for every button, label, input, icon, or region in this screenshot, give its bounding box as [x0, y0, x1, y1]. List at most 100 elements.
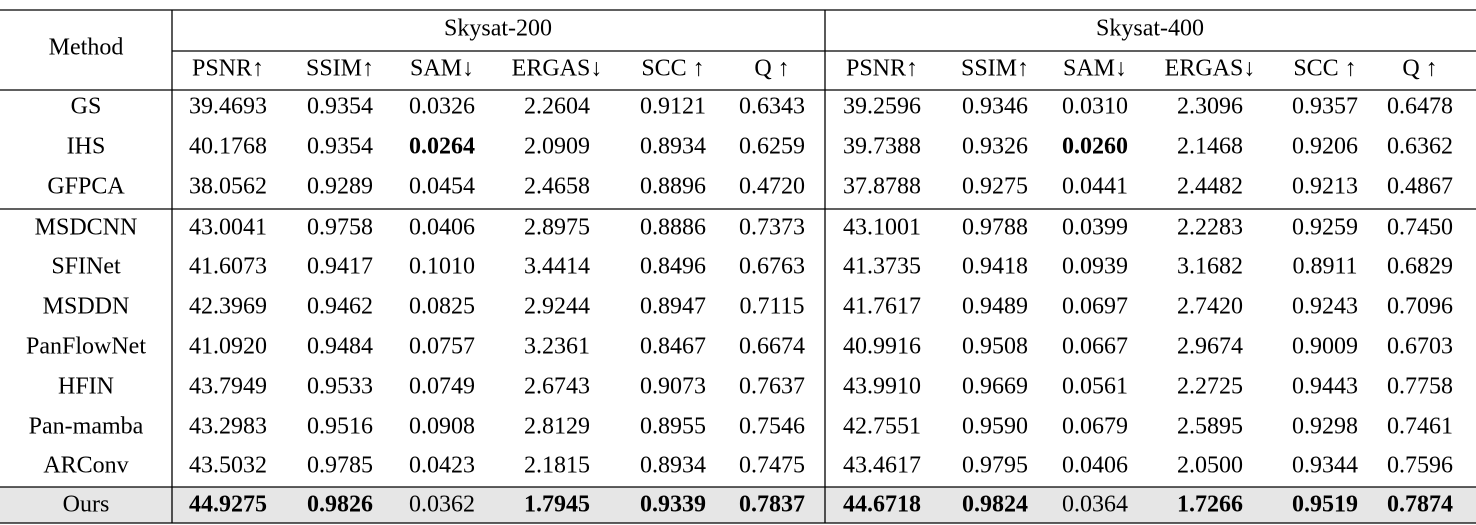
cell-value: 41.6073 — [189, 254, 267, 280]
cell-value: 2.2283 — [1177, 215, 1243, 241]
cell-value: 0.6674 — [739, 334, 805, 360]
cell-value: 0.7837 — [739, 492, 805, 518]
cell-value: 39.7388 — [843, 134, 921, 160]
cell-value: 0.0679 — [1062, 414, 1128, 440]
cell-value: 2.5895 — [1177, 414, 1243, 440]
cell-value: 0.0757 — [409, 334, 475, 360]
cell-value: 3.1682 — [1177, 254, 1243, 280]
cell-value: 0.8496 — [640, 254, 706, 280]
cell-value: 0.9298 — [1292, 414, 1358, 440]
cell-value: 0.9289 — [307, 174, 373, 200]
cell-value: 0.8947 — [640, 294, 706, 320]
cell-value: 0.0362 — [409, 492, 475, 518]
cell-value: 0.8934 — [640, 453, 706, 479]
cell-value: 38.0562 — [189, 174, 267, 200]
cell-value: 0.7596 — [1387, 453, 1453, 479]
cell-value: 0.0697 — [1062, 294, 1128, 320]
cell-value: 0.7546 — [739, 414, 805, 440]
cell-value: 43.9910 — [843, 374, 921, 400]
cell-value: 0.7874 — [1387, 492, 1453, 518]
cell-value: 0.9758 — [307, 215, 373, 241]
method-name: GS — [71, 94, 102, 120]
cell-value: 2.9674 — [1177, 334, 1243, 360]
cell-value: 0.8467 — [640, 334, 706, 360]
cell-value: 0.9826 — [307, 492, 373, 518]
metric-header: Q ↑ — [1402, 56, 1437, 82]
cell-value: 0.8886 — [640, 215, 706, 241]
group-header: Skysat-200 — [444, 16, 552, 42]
cell-value: 0.0264 — [409, 134, 475, 160]
cell-value: 0.7461 — [1387, 414, 1453, 440]
cell-value: 0.4867 — [1387, 174, 1453, 200]
cell-value: 0.9462 — [307, 294, 373, 320]
metric-header: SAM↓ — [1063, 56, 1127, 82]
cell-value: 44.9275 — [189, 492, 267, 518]
cell-value: 2.4658 — [524, 174, 590, 200]
cell-value: 0.7450 — [1387, 215, 1453, 241]
cell-value: 3.2361 — [524, 334, 590, 360]
cell-value: 0.9417 — [307, 254, 373, 280]
cell-value: 2.6743 — [524, 374, 590, 400]
method-name: Pan-mamba — [29, 414, 144, 440]
metric-header: SSIM↑ — [961, 56, 1029, 82]
cell-value: 37.8788 — [843, 174, 921, 200]
cell-value: 0.0423 — [409, 453, 475, 479]
cell-value: 0.9669 — [962, 374, 1028, 400]
cell-value: 2.8975 — [524, 215, 590, 241]
cell-value: 0.9785 — [307, 453, 373, 479]
cell-value: 0.6703 — [1387, 334, 1453, 360]
cell-value: 2.3096 — [1177, 94, 1243, 120]
metric-header: ERGAS↓ — [512, 56, 603, 82]
cell-value: 0.9533 — [307, 374, 373, 400]
cell-value: 2.0500 — [1177, 453, 1243, 479]
cell-value: 2.8129 — [524, 414, 590, 440]
cell-value: 3.4414 — [524, 254, 590, 280]
metric-header: PSNR↑ — [846, 56, 918, 82]
cell-value: 0.8911 — [1292, 254, 1357, 280]
cell-value: 0.6343 — [739, 94, 805, 120]
cell-value: 0.9243 — [1292, 294, 1358, 320]
cell-value: 0.9590 — [962, 414, 1028, 440]
cell-value: 0.7758 — [1387, 374, 1453, 400]
cell-value: 41.7617 — [843, 294, 921, 320]
method-name: PanFlowNet — [26, 334, 146, 360]
cell-value: 43.7949 — [189, 374, 267, 400]
cell-value: 0.7096 — [1387, 294, 1453, 320]
metric-header: Q ↑ — [754, 56, 789, 82]
cell-value: 43.0041 — [189, 215, 267, 241]
metric-header: SCC ↑ — [641, 56, 704, 82]
cell-value: 0.9788 — [962, 215, 1028, 241]
cell-value: 2.1468 — [1177, 134, 1243, 160]
cell-value: 1.7266 — [1177, 492, 1243, 518]
cell-value: 43.5032 — [189, 453, 267, 479]
cell-value: 0.0260 — [1062, 134, 1128, 160]
method-name: Ours — [63, 492, 110, 518]
cell-value: 39.4693 — [189, 94, 267, 120]
cell-value: 0.8934 — [640, 134, 706, 160]
cell-value: 0.9121 — [640, 94, 706, 120]
cell-value: 42.3969 — [189, 294, 267, 320]
metric-header: PSNR↑ — [192, 56, 264, 82]
cell-value: 0.8955 — [640, 414, 706, 440]
cell-value: 0.7115 — [739, 294, 804, 320]
method-name: MSDDN — [43, 294, 130, 320]
cell-value: 0.4720 — [739, 174, 805, 200]
metric-header: SCC ↑ — [1293, 56, 1356, 82]
cell-value: 0.9519 — [1292, 492, 1358, 518]
metric-header: SSIM↑ — [306, 56, 374, 82]
cell-value: 0.7637 — [739, 374, 805, 400]
metric-header: ERGAS↓ — [1165, 56, 1256, 82]
cell-value: 0.6763 — [739, 254, 805, 280]
cell-value: 0.9418 — [962, 254, 1028, 280]
cell-value: 0.9275 — [962, 174, 1028, 200]
cell-value: 0.0406 — [1062, 453, 1128, 479]
cell-value: 0.0667 — [1062, 334, 1128, 360]
cell-value: 40.1768 — [189, 134, 267, 160]
cell-value: 42.7551 — [843, 414, 921, 440]
cell-value: 0.9206 — [1292, 134, 1358, 160]
cell-value: 2.7420 — [1177, 294, 1243, 320]
method-name: HFIN — [58, 374, 114, 400]
cell-value: 0.0364 — [1062, 492, 1128, 518]
cell-value: 41.3735 — [843, 254, 921, 280]
